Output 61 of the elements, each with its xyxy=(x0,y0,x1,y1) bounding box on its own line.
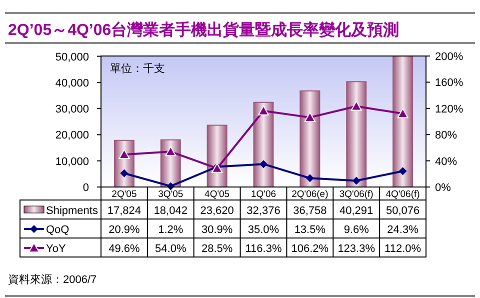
y-tick-label: 40,000 xyxy=(55,77,89,90)
data-label: 20.9% xyxy=(108,224,140,236)
bar xyxy=(392,56,414,188)
x-tick-label: 3Q'06(f) xyxy=(339,189,374,200)
annotation: 單位：千支 xyxy=(110,62,165,75)
data-label: 28.5% xyxy=(201,243,233,255)
data-label: 106.2% xyxy=(291,243,329,255)
data-label: 24.3% xyxy=(387,224,419,236)
data-label: 32,376 xyxy=(246,205,280,217)
data-label: 36,758 xyxy=(293,205,327,217)
point xyxy=(165,146,176,156)
y2-tick-label: 80% xyxy=(435,130,458,142)
data-label: 1.2% xyxy=(158,224,184,236)
bar xyxy=(346,81,367,188)
y-tick-label: 10,000 xyxy=(55,156,89,168)
point xyxy=(118,149,130,160)
point xyxy=(120,169,128,178)
y2-tick-label: 40% xyxy=(435,156,458,168)
x-tick-label: 3Q'05 xyxy=(158,189,184,200)
data-label: 13.5% xyxy=(294,224,326,236)
point xyxy=(260,160,268,168)
y-tick-label: 20,000 xyxy=(55,130,89,142)
y2-tick-label: 0% xyxy=(435,182,452,194)
y2-tick-label: 120% xyxy=(435,103,464,116)
point xyxy=(306,174,314,182)
y-tick-label: 30,000 xyxy=(55,104,89,116)
chart-title: 2Q’05～4Q’06台灣業者手機出貨量暨成長率變化及預測 xyxy=(8,20,400,39)
data-label: 116.3% xyxy=(245,243,282,255)
legend-label: YoY xyxy=(46,243,66,255)
point xyxy=(397,108,408,118)
legend-label: QoQ xyxy=(46,224,70,236)
x-tick-label: 4Q'06(f) xyxy=(386,189,420,200)
x-tick-label: 1Q'06 xyxy=(250,189,276,200)
point xyxy=(258,105,269,116)
legend-label: Shipments xyxy=(46,205,98,217)
point xyxy=(350,100,362,111)
x-tick-label: 2Q'06(e) xyxy=(292,189,328,200)
data-label: 35.0% xyxy=(248,224,280,236)
y-tick-label: 0 xyxy=(82,182,89,194)
bar xyxy=(300,90,320,188)
point xyxy=(398,167,407,176)
data-label: 123.3% xyxy=(338,243,376,255)
data-label: 40,291 xyxy=(340,205,374,217)
data-label: 54.0% xyxy=(155,243,186,255)
data-label: 49.6% xyxy=(108,243,140,255)
data-label: 30.9% xyxy=(201,224,233,236)
bar xyxy=(253,102,274,188)
source-note: 資料來源：2006/7 xyxy=(8,273,97,286)
data-label: 17,824 xyxy=(107,205,142,217)
x-tick-label: 4Q'05 xyxy=(204,189,230,200)
point xyxy=(352,176,360,185)
y-tick-label: 50,000 xyxy=(55,51,89,64)
data-label: 50,076 xyxy=(386,205,420,217)
x-tick-label: 2Q'05 xyxy=(112,189,137,200)
data-label: 112.0% xyxy=(384,243,422,255)
y2-tick-label: 160% xyxy=(435,77,464,90)
point xyxy=(304,112,316,122)
y2-tick-label: 200% xyxy=(435,51,464,63)
data-label: 23,620 xyxy=(200,205,234,217)
data-label: 18,042 xyxy=(154,205,188,217)
data-label: 9.6% xyxy=(344,224,370,236)
